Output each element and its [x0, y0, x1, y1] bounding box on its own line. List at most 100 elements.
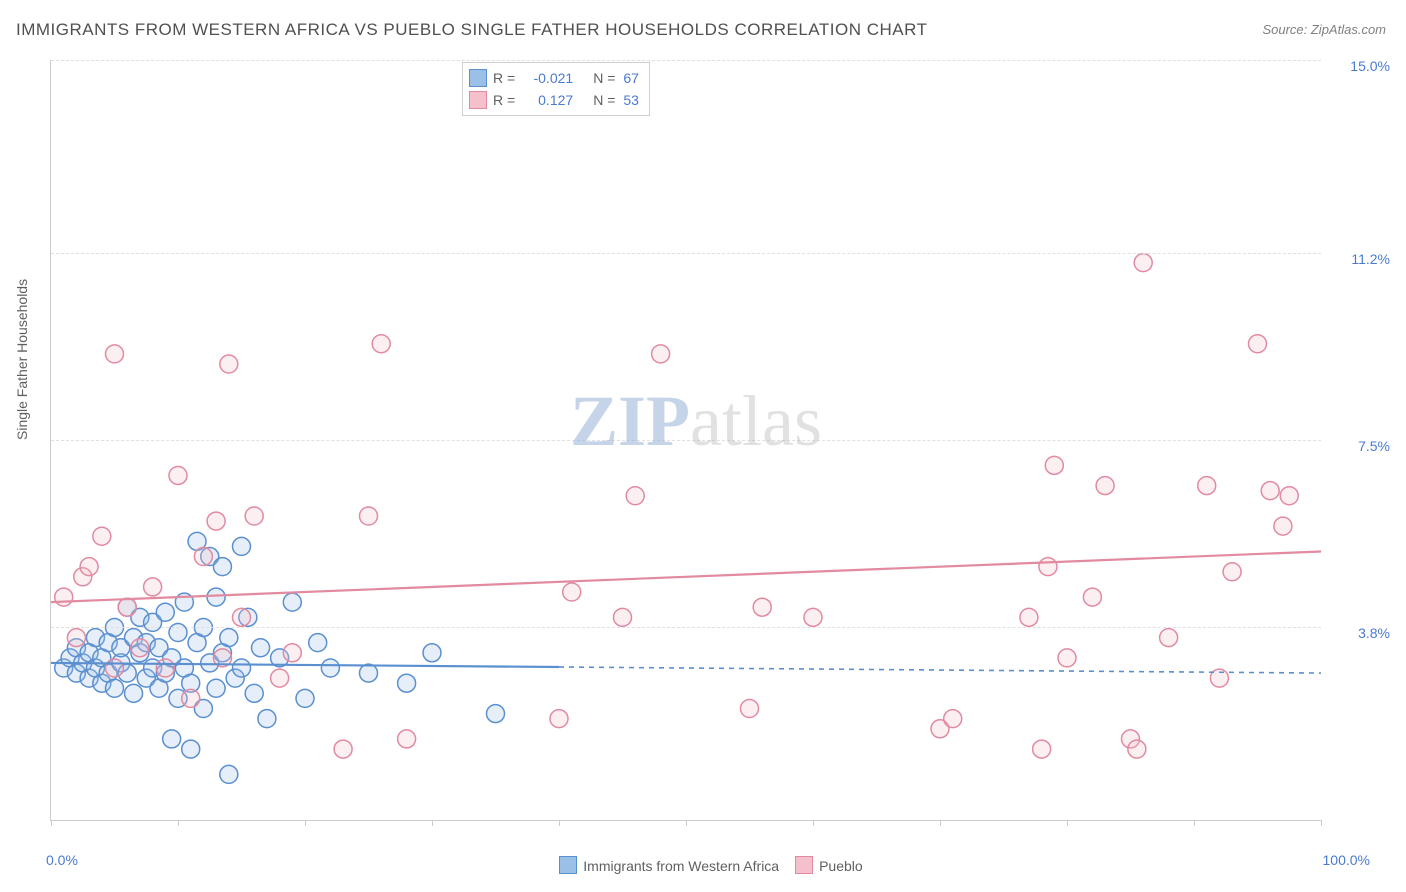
- x-tick: [1067, 820, 1068, 826]
- scatter-point: [1039, 558, 1057, 576]
- scatter-point: [309, 634, 327, 652]
- scatter-point: [156, 603, 174, 621]
- scatter-point: [207, 512, 225, 530]
- legend-swatch: [469, 91, 487, 109]
- x-tick: [178, 820, 179, 826]
- scatter-point: [182, 740, 200, 758]
- chart-container: IMMIGRANTS FROM WESTERN AFRICA VS PUEBLO…: [0, 0, 1406, 892]
- scatter-point: [233, 659, 251, 677]
- scatter-point: [372, 335, 390, 353]
- scatter-point: [753, 598, 771, 616]
- legend-series-label: Immigrants from Western Africa: [583, 858, 779, 874]
- y-tick-label: 11.2%: [1351, 251, 1390, 267]
- scatter-point: [131, 639, 149, 657]
- y-tick-label: 7.5%: [1358, 438, 1390, 454]
- scatter-point: [1020, 608, 1038, 626]
- legend-r-label: R =: [493, 67, 515, 89]
- scatter-point: [258, 710, 276, 728]
- x-tick: [432, 820, 433, 826]
- legend-stat-row: R =0.127N =53: [469, 89, 639, 111]
- scatter-point: [423, 644, 441, 662]
- legend-swatch: [559, 856, 577, 874]
- legend-r-value: 0.127: [523, 89, 573, 111]
- scatter-point: [233, 537, 251, 555]
- chart-title: IMMIGRANTS FROM WESTERN AFRICA VS PUEBLO…: [16, 20, 927, 40]
- scatter-point: [398, 730, 416, 748]
- scatter-point: [144, 578, 162, 596]
- legend-swatch: [469, 69, 487, 87]
- scatter-point: [652, 345, 670, 363]
- scatter-point: [1058, 649, 1076, 667]
- scatter-point: [1274, 517, 1292, 535]
- legend-r-label: R =: [493, 89, 515, 111]
- scatter-point: [207, 679, 225, 697]
- scatter-point: [252, 639, 270, 657]
- legend-r-value: -0.021: [523, 67, 573, 89]
- scatter-point: [80, 558, 98, 576]
- scatter-point: [169, 466, 187, 484]
- scatter-point: [283, 644, 301, 662]
- scatter-point: [118, 598, 136, 616]
- scatter-point: [741, 700, 759, 718]
- scatter-point: [1249, 335, 1267, 353]
- y-axis-label: Single Father Households: [14, 279, 30, 440]
- gridline: [51, 627, 1321, 628]
- scatter-point: [106, 679, 124, 697]
- source-attribution: Source: ZipAtlas.com: [1262, 22, 1386, 37]
- scatter-point: [182, 689, 200, 707]
- scatter-point: [93, 527, 111, 545]
- legend-n-value: 53: [623, 89, 639, 111]
- trend-line: [51, 551, 1321, 602]
- scatter-point: [245, 684, 263, 702]
- x-tick-label-max: 100.0%: [1323, 852, 1370, 868]
- scatter-point: [1096, 477, 1114, 495]
- scatter-point: [283, 593, 301, 611]
- scatter-point: [169, 624, 187, 642]
- scatter-point: [163, 730, 181, 748]
- scatter-point: [156, 659, 174, 677]
- legend-n-label: N =: [593, 67, 615, 89]
- scatter-point: [1134, 254, 1152, 272]
- scatter-point: [550, 710, 568, 728]
- scatter-point: [334, 740, 352, 758]
- scatter-point: [1160, 629, 1178, 647]
- scatter-point: [398, 674, 416, 692]
- scatter-point: [487, 705, 505, 723]
- scatter-point: [220, 355, 238, 373]
- scatter-point: [614, 608, 632, 626]
- scatter-point: [220, 765, 238, 783]
- x-tick: [1321, 820, 1322, 826]
- scatter-point: [67, 629, 85, 647]
- legend-series-label: Pueblo: [819, 858, 863, 874]
- x-tick: [559, 820, 560, 826]
- scatter-point: [296, 689, 314, 707]
- x-tick: [686, 820, 687, 826]
- scatter-point: [55, 588, 73, 606]
- scatter-point: [1128, 740, 1146, 758]
- scatter-point: [1045, 456, 1063, 474]
- scatter-point: [207, 588, 225, 606]
- scatter-point: [106, 659, 124, 677]
- scatter-point: [1280, 487, 1298, 505]
- scatter-point: [626, 487, 644, 505]
- legend-stat-row: R =-0.021N =67: [469, 67, 639, 89]
- scatter-point: [1198, 477, 1216, 495]
- scatter-point: [213, 558, 231, 576]
- scatter-point: [194, 548, 212, 566]
- x-tick: [1194, 820, 1195, 826]
- legend-swatch: [795, 856, 813, 874]
- scatter-point: [1261, 482, 1279, 500]
- gridline: [51, 253, 1321, 254]
- plot-area: [50, 60, 1321, 821]
- x-tick: [940, 820, 941, 826]
- scatter-point: [1223, 563, 1241, 581]
- scatter-point: [106, 345, 124, 363]
- x-tick: [305, 820, 306, 826]
- gridline: [51, 60, 1321, 61]
- x-tick: [813, 820, 814, 826]
- scatter-point: [271, 669, 289, 687]
- scatter-point: [944, 710, 962, 728]
- gridline: [51, 440, 1321, 441]
- scatter-point: [1083, 588, 1101, 606]
- trend-line-dashed: [559, 667, 1321, 673]
